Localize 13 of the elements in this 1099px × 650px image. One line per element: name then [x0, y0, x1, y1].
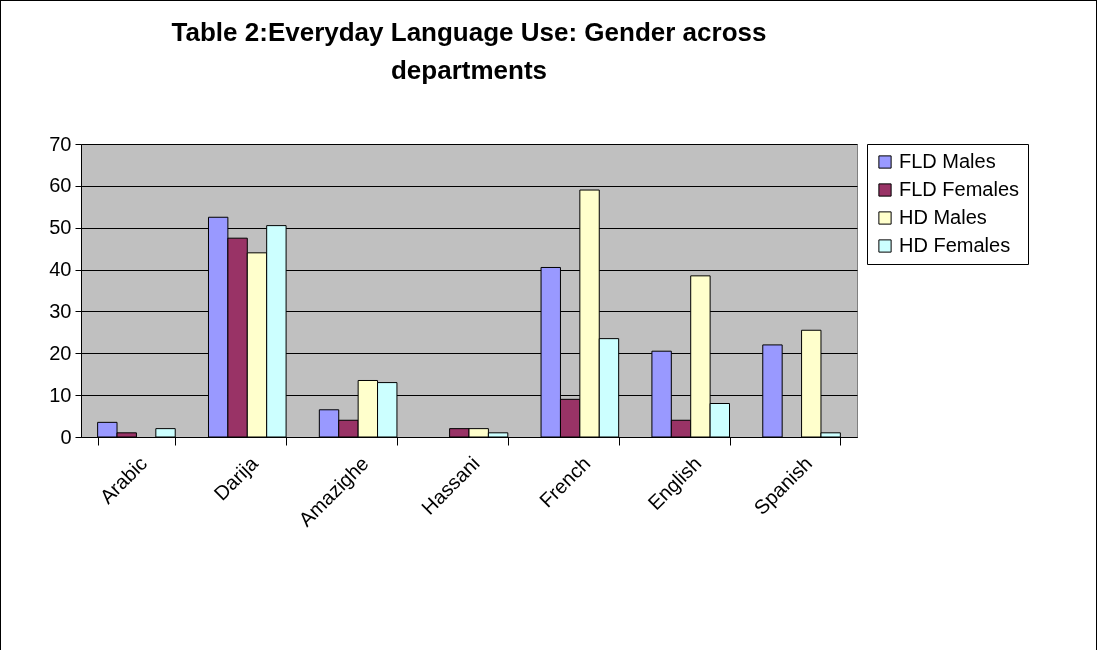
- legend-label: FLD Males: [899, 150, 996, 172]
- legend-label: HD Males: [899, 206, 987, 228]
- y-tick-label: 30: [49, 299, 72, 322]
- y-tick-label: 20: [49, 341, 72, 364]
- chart-title: Table 2:Everyday Language Use: Gender across departments: [171, 17, 767, 85]
- y-tick-label: 40: [49, 258, 72, 281]
- y-tick-label: 0: [60, 425, 72, 448]
- y-tick-label: 50: [49, 216, 72, 239]
- legend-label: FLD Females: [899, 178, 1020, 200]
- legend-label: HD Females: [899, 234, 1011, 256]
- y-tick-label: 10: [49, 383, 72, 406]
- y-tick-label: 60: [49, 174, 72, 197]
- y-tick-label: 70: [49, 132, 72, 155]
